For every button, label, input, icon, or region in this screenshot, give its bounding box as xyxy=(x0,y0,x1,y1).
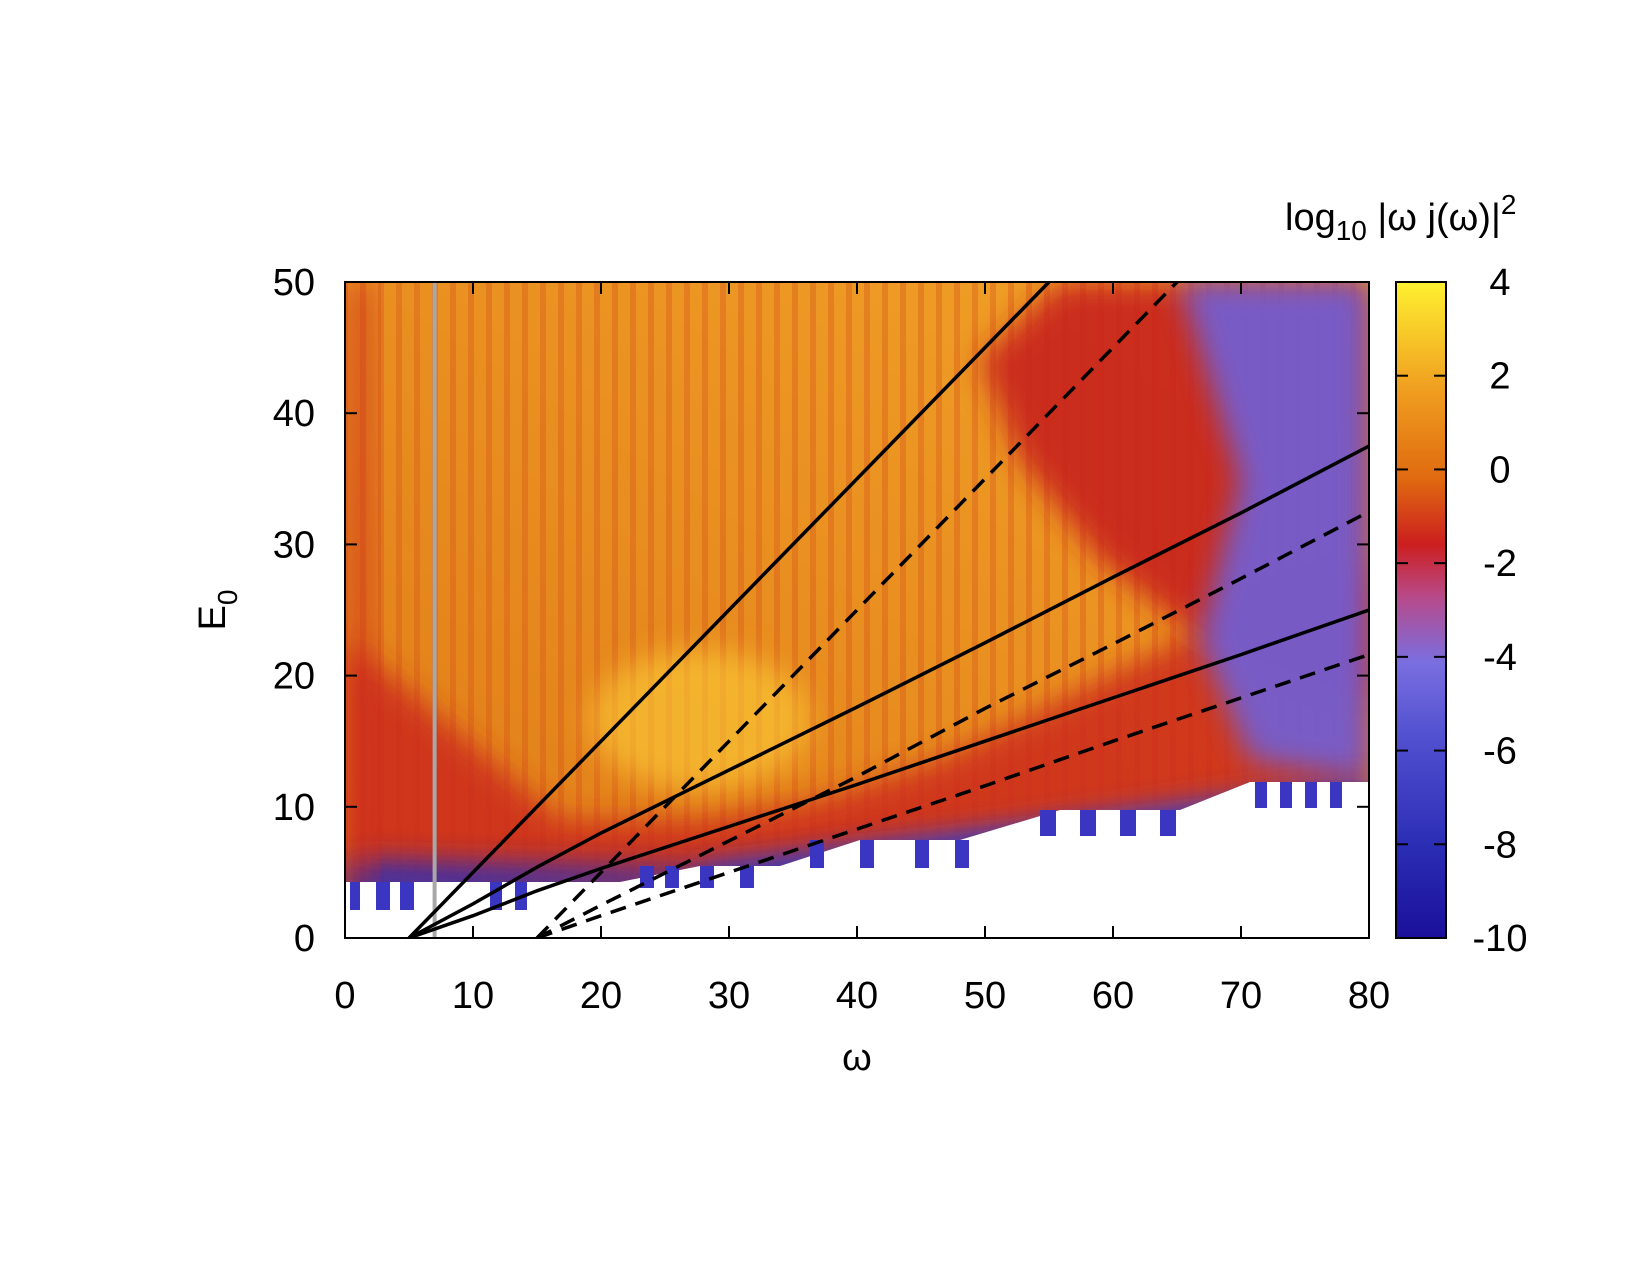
x-tick-label: 10 xyxy=(452,975,494,1017)
y-tick-label: 0 xyxy=(294,918,315,960)
y-axis-label: E0 xyxy=(192,590,243,631)
x-tick-label: 40 xyxy=(836,975,878,1017)
solid-curve xyxy=(408,608,1369,938)
y-tick-label: 30 xyxy=(273,524,315,566)
x-tick-label: 30 xyxy=(708,975,750,1017)
dashed-curve xyxy=(535,282,1179,938)
colorbar-tick-label: 2 xyxy=(1489,356,1510,398)
x-axis-label: ω xyxy=(842,1037,872,1079)
x-tick-label: 80 xyxy=(1348,975,1390,1017)
x-tick-label: 50 xyxy=(964,975,1006,1017)
y-tick-label: 40 xyxy=(273,393,315,435)
dashed-curve xyxy=(536,652,1369,938)
y-tick-label: 10 xyxy=(273,787,315,829)
x-tick-label: 60 xyxy=(1092,975,1134,1017)
threshold-steps xyxy=(350,782,1342,910)
x-tick-label: 0 xyxy=(334,975,355,1017)
y-tick-label: 20 xyxy=(273,656,315,698)
colorbar-tick-label: -6 xyxy=(1483,731,1517,773)
colorbar-tick-label: -10 xyxy=(1473,918,1528,960)
colorbar-tick-label: -2 xyxy=(1483,543,1517,585)
colorbar xyxy=(1395,281,1447,939)
solid-curve xyxy=(407,282,1051,938)
colorbar-tick-label: -4 xyxy=(1483,637,1517,679)
dashed-curve xyxy=(536,510,1369,938)
colorbar-tick-label: -8 xyxy=(1483,824,1517,866)
x-tick-label: 70 xyxy=(1220,975,1262,1017)
colorbar-tick-label: 4 xyxy=(1489,262,1510,304)
colorbar-title: log10 |ω j(ω)|2 xyxy=(1285,189,1516,246)
colorbar-tick-label: 0 xyxy=(1489,449,1510,491)
heatmap-field xyxy=(345,282,1369,938)
solid-curve xyxy=(408,444,1369,938)
x-tick-label: 20 xyxy=(580,975,622,1017)
y-tick-label: 50 xyxy=(273,262,315,304)
